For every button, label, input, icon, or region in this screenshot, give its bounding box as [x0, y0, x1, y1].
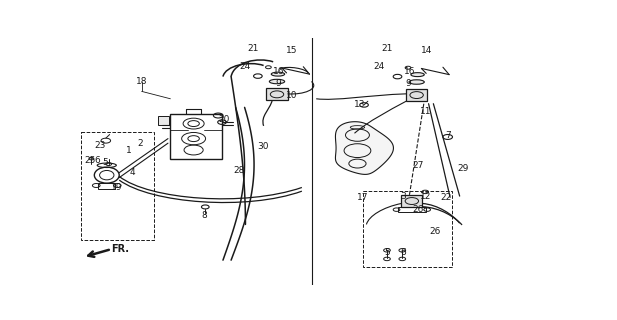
Text: 17: 17 — [357, 193, 369, 202]
Text: 7: 7 — [445, 131, 450, 140]
Bar — [98, 182, 115, 189]
Bar — [81, 132, 154, 240]
Text: 21: 21 — [247, 44, 259, 53]
Ellipse shape — [411, 73, 424, 76]
Bar — [401, 195, 423, 207]
Bar — [397, 207, 426, 212]
Text: 24: 24 — [240, 62, 251, 71]
Text: 30: 30 — [257, 142, 268, 151]
Bar — [363, 191, 452, 267]
Text: 23: 23 — [94, 141, 106, 150]
Text: 22: 22 — [441, 193, 452, 202]
Text: 18: 18 — [136, 77, 147, 86]
Text: 1: 1 — [126, 146, 131, 155]
Text: 12: 12 — [420, 192, 431, 201]
Text: 5: 5 — [102, 158, 108, 167]
Text: 16: 16 — [404, 67, 415, 76]
Text: 14: 14 — [421, 46, 432, 55]
Text: 6: 6 — [94, 156, 100, 165]
Polygon shape — [336, 122, 394, 174]
Ellipse shape — [271, 72, 284, 76]
Text: 26: 26 — [429, 227, 441, 236]
Text: 13: 13 — [354, 100, 365, 109]
Text: 6: 6 — [400, 248, 406, 257]
Text: 2: 2 — [138, 139, 143, 148]
Text: 8: 8 — [201, 211, 207, 220]
Bar — [406, 89, 427, 101]
Text: 24: 24 — [374, 62, 385, 71]
Text: 27: 27 — [412, 161, 423, 170]
Text: 3: 3 — [400, 192, 406, 201]
Text: FR.: FR. — [112, 244, 130, 254]
Text: 11: 11 — [420, 107, 431, 116]
Text: 9: 9 — [405, 79, 411, 89]
Bar — [159, 116, 169, 124]
Bar — [170, 114, 222, 159]
Text: 19: 19 — [110, 183, 122, 192]
Bar — [267, 88, 288, 100]
Text: 9: 9 — [275, 79, 281, 89]
Text: 10: 10 — [286, 91, 297, 100]
Ellipse shape — [270, 79, 284, 84]
Text: 21: 21 — [381, 44, 392, 53]
Text: 25: 25 — [85, 156, 96, 165]
Text: 5: 5 — [384, 248, 390, 257]
Text: 20: 20 — [218, 115, 230, 124]
Text: 16: 16 — [273, 67, 284, 76]
Ellipse shape — [409, 80, 424, 84]
Text: 26: 26 — [412, 205, 423, 214]
Text: 15: 15 — [286, 46, 297, 55]
Text: 29: 29 — [458, 164, 469, 173]
Text: 4: 4 — [130, 168, 135, 177]
Text: 28: 28 — [233, 166, 244, 175]
